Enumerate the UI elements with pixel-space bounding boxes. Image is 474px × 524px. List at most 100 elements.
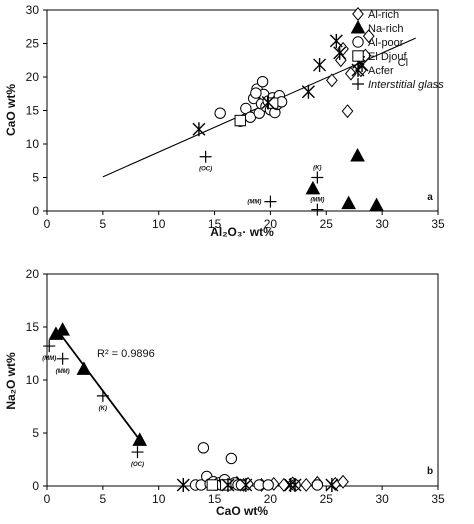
data-point-asterisk	[301, 84, 315, 99]
point-annotation: (MM)	[247, 200, 261, 206]
x-tick-label: 35	[431, 217, 445, 231]
legend: Al-rich Na-rich Al-poor El Djouf Acfer Inters…	[350, 7, 444, 91]
x-tick-label: 30	[375, 492, 389, 506]
x-axis-title: CaO wt%	[216, 504, 268, 518]
data-point-triangle	[350, 148, 365, 162]
series-interstitial-glass	[199, 150, 324, 216]
legend-marker-triangle	[350, 19, 366, 34]
data-point-plus	[56, 352, 69, 365]
legend-label: El Djouf	[368, 51, 407, 63]
y-tick-label: 10	[26, 137, 40, 151]
x-tick-label: 10	[152, 492, 166, 506]
series-interstitial-glass	[43, 340, 144, 459]
data-point-triangle	[55, 322, 70, 336]
x-tick-label: 25	[320, 217, 334, 231]
y-axis-title: CaO wt%	[4, 84, 18, 136]
data-point-diamond	[277, 477, 290, 492]
x-axis-title: Al₂O₃· wt%	[210, 225, 274, 239]
data-point-asterisk	[333, 45, 347, 60]
legend-label: Na-rich	[368, 23, 403, 35]
x-tick-label: 10	[152, 217, 166, 231]
y-tick-label: 15	[26, 320, 40, 334]
legend-marker-circle	[352, 36, 364, 48]
point-annotation: (MM)	[42, 356, 56, 362]
data-point-triangle	[76, 361, 92, 375]
x-tick-label: 0	[44, 217, 51, 231]
series-acfer	[176, 478, 339, 492]
legend-label: Al-rich	[368, 9, 399, 21]
panel-letter: b	[427, 466, 433, 477]
x-tick-label: 15	[208, 492, 222, 506]
data-point-plus	[311, 203, 324, 216]
x-tick-label: 25	[320, 492, 334, 506]
data-point-asterisk	[261, 95, 275, 110]
point-annotation: (K)	[99, 406, 107, 412]
data-point-circle	[311, 479, 324, 491]
point-annotation: (OC)	[199, 167, 212, 173]
data-point-asterisk	[313, 57, 327, 72]
y-tick-label: 10	[26, 373, 40, 387]
y-tick-label: 0	[32, 479, 39, 493]
data-point-square	[220, 479, 232, 491]
data-point-triangle	[369, 197, 384, 212]
data-point-triangle	[132, 432, 148, 446]
data-point-triangle	[341, 195, 356, 210]
data-point-diamond	[300, 477, 313, 492]
series-el-djouf	[206, 479, 232, 491]
data-point-circle	[225, 452, 238, 465]
legend-label: Al-poor	[368, 37, 404, 49]
data-point-square	[206, 479, 219, 491]
data-point-asterisk	[329, 33, 343, 48]
data-point-plus	[43, 340, 56, 353]
y-tick-label: 0	[32, 204, 39, 218]
data-point-circle	[214, 107, 226, 119]
series-na-rich	[48, 322, 148, 446]
panel-letter: a	[427, 192, 433, 203]
data-point-plus	[199, 150, 212, 163]
x-tick-label: 5	[100, 492, 107, 506]
data-point-plus	[264, 195, 277, 208]
point-annotation: (K)	[313, 166, 321, 172]
x-tick-label: 30	[375, 217, 389, 231]
data-point-diamond	[326, 73, 338, 88]
data-point-diamond	[341, 104, 354, 119]
panel-a: 0 5 10 15 20 25 30 35 0 5 10 15 20 25 30 Al₂O₃· wt% CaO …	[4, 3, 445, 239]
legend-label: Interstitial glass	[368, 79, 444, 91]
legend-marker-square	[352, 50, 364, 62]
data-point-square	[234, 114, 246, 127]
legend-marker-plus	[352, 78, 364, 90]
x-tick-label: 15	[208, 217, 222, 231]
legend-marker-asterisk	[351, 63, 365, 77]
x-tick-label: 20	[264, 217, 278, 231]
data-point-circle	[197, 442, 210, 454]
data-point-diamond	[337, 474, 349, 489]
data-point-plus	[311, 171, 324, 184]
data-point-asterisk	[288, 478, 302, 492]
data-point-triangle	[305, 180, 321, 195]
data-point-plus	[96, 389, 109, 402]
x-tick-label: 20	[264, 492, 278, 506]
point-annotation: (MM)	[310, 198, 324, 204]
x-tick-label: 0	[44, 492, 51, 506]
data-point-asterisk	[192, 122, 206, 137]
point-annotation: (MM)	[56, 369, 70, 375]
trendline	[57, 330, 142, 443]
data-point-diamond	[362, 29, 375, 44]
data-point-circle	[262, 479, 274, 491]
legend-label: Acfer	[368, 65, 394, 77]
data-point-asterisk	[239, 478, 253, 492]
data-point-asterisk	[176, 478, 190, 492]
y-tick-label: 20	[26, 267, 40, 281]
data-point-circle	[256, 75, 269, 88]
data-point-asterisk	[221, 478, 235, 492]
trendline-label: Cl	[398, 57, 408, 69]
y-tick-label: 20	[26, 70, 40, 84]
r-squared-label: R² = 0.9896	[97, 348, 155, 360]
y-tick-label: 15	[26, 104, 40, 118]
plot-area-frame	[46, 273, 439, 487]
series-na-rich	[305, 148, 384, 212]
x-tick-label: 35	[431, 492, 445, 506]
data-point-plus	[131, 446, 144, 459]
